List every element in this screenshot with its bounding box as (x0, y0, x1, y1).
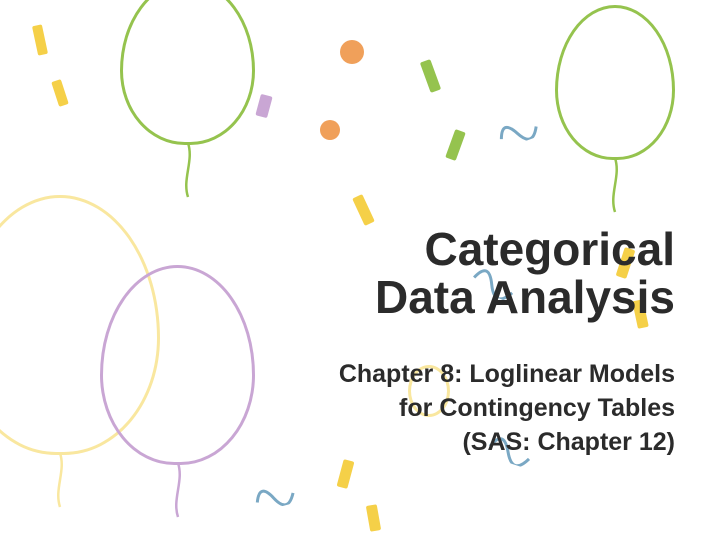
slide-subtitle: Chapter 8: Loglinear Models for Continge… (339, 358, 675, 459)
subtitle-line-1: Chapter 8: Loglinear Models (339, 358, 675, 392)
confetti-piece (366, 504, 381, 532)
confetti-piece (51, 79, 69, 107)
subtitle-line-3: (SAS: Chapter 12) (339, 426, 675, 460)
confetti-piece (320, 120, 340, 140)
confetti-curve (249, 469, 306, 513)
confetti-curve (491, 102, 549, 149)
balloon-icon (555, 5, 675, 160)
confetti-piece (32, 24, 48, 55)
confetti-piece (337, 459, 355, 489)
confetti-piece (340, 40, 364, 64)
slide-title: Categorical Data Analysis (375, 225, 675, 322)
title-line-2: Data Analysis (375, 273, 675, 321)
title-line-1: Categorical (375, 225, 675, 273)
slide: Categorical Data Analysis Chapter 8: Log… (0, 0, 720, 540)
confetti-piece (420, 59, 441, 93)
confetti-piece (255, 94, 272, 118)
subtitle-line-2: for Contingency Tables (339, 392, 675, 426)
balloon-icon (120, 0, 255, 145)
confetti-piece (445, 129, 466, 161)
confetti-piece (352, 194, 375, 226)
balloon-icon (100, 265, 255, 465)
